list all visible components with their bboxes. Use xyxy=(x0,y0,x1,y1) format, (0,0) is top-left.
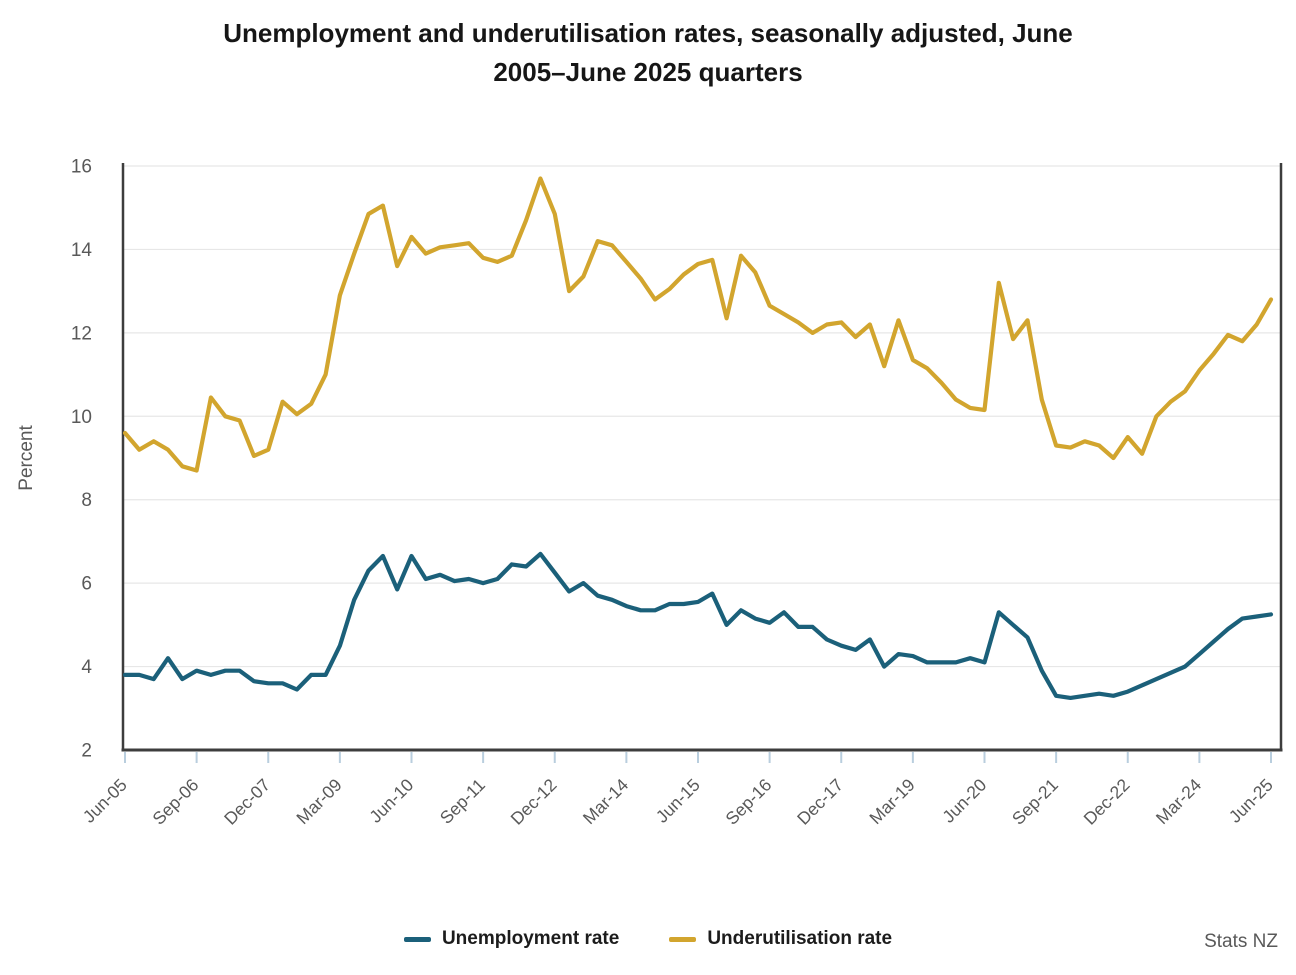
chart-title-line-1: Unemployment and underutilisation rates,… xyxy=(223,18,1073,48)
x-tick-label-Dec-22: Dec-22 xyxy=(1080,775,1134,829)
chart-legend: Unemployment rate Underutilisation rate xyxy=(0,928,1296,950)
underutilisation-line-swatch xyxy=(669,936,697,942)
x-tick-label-Mar-19: Mar-19 xyxy=(865,775,918,828)
y-tick-label-8: 8 xyxy=(81,490,92,511)
y-tick-label-14: 14 xyxy=(71,240,93,261)
series-line-unemployment-rate xyxy=(122,551,1274,701)
x-tick-label-Jun-15: Jun-15 xyxy=(652,775,704,827)
series-line-underutilisation-rate xyxy=(122,176,1274,473)
x-tick-label-Dec-17: Dec-17 xyxy=(793,775,847,829)
x-tick-label-Jun-05: Jun-05 xyxy=(79,775,131,827)
x-tick-label-Mar-24: Mar-24 xyxy=(1152,775,1206,829)
x-tick-label-Mar-09: Mar-09 xyxy=(292,775,345,828)
x-tick-label-Mar-14: Mar-14 xyxy=(579,775,633,829)
chart-title-line-2: 2005–June 2025 quarters xyxy=(493,57,803,87)
y-tick-label-2: 2 xyxy=(81,741,92,762)
x-tick-label-Jun-10: Jun-10 xyxy=(365,775,417,827)
legend-label-unemployment: Unemployment rate xyxy=(441,928,620,949)
legend-label-underutilisation: Underutilisation rate xyxy=(707,928,893,949)
source-attribution: Stats NZ xyxy=(1204,931,1278,952)
legend-item-underutilisation: Underutilisation rate xyxy=(669,928,892,950)
y-tick-label-10: 10 xyxy=(71,407,92,428)
x-tick-label-Sep-11: Sep-11 xyxy=(436,775,489,828)
x-tick-label-Jun-20: Jun-20 xyxy=(938,775,990,827)
x-tick-label-Sep-06: Sep-06 xyxy=(148,775,202,829)
unemployment-line-swatch xyxy=(403,936,431,942)
x-tick-label-Jun-25: Jun-25 xyxy=(1225,775,1277,827)
x-tick-label-Dec-12: Dec-12 xyxy=(507,775,561,829)
y-tick-label-6: 6 xyxy=(81,574,92,595)
y-tick-label-4: 4 xyxy=(81,657,92,678)
chart-title: Unemployment and underutilisation rates,… xyxy=(0,14,1296,92)
x-tick-label-Sep-16: Sep-16 xyxy=(721,775,775,829)
line-chart-plot: 2 4 6 8 10 12 14 16 Percent Jun-05 Sep-06 Dec-07 Mar… xyxy=(16,157,1283,829)
y-tick-label-16: 16 xyxy=(71,157,92,178)
y-tick-label-12: 12 xyxy=(71,323,92,344)
legend-item-unemployment: Unemployment rate xyxy=(403,928,620,950)
x-tick-label-Dec-07: Dec-07 xyxy=(220,775,274,829)
x-tick-label-Sep-21: Sep-21 xyxy=(1008,775,1062,829)
y-axis-title: Percent xyxy=(16,425,37,491)
